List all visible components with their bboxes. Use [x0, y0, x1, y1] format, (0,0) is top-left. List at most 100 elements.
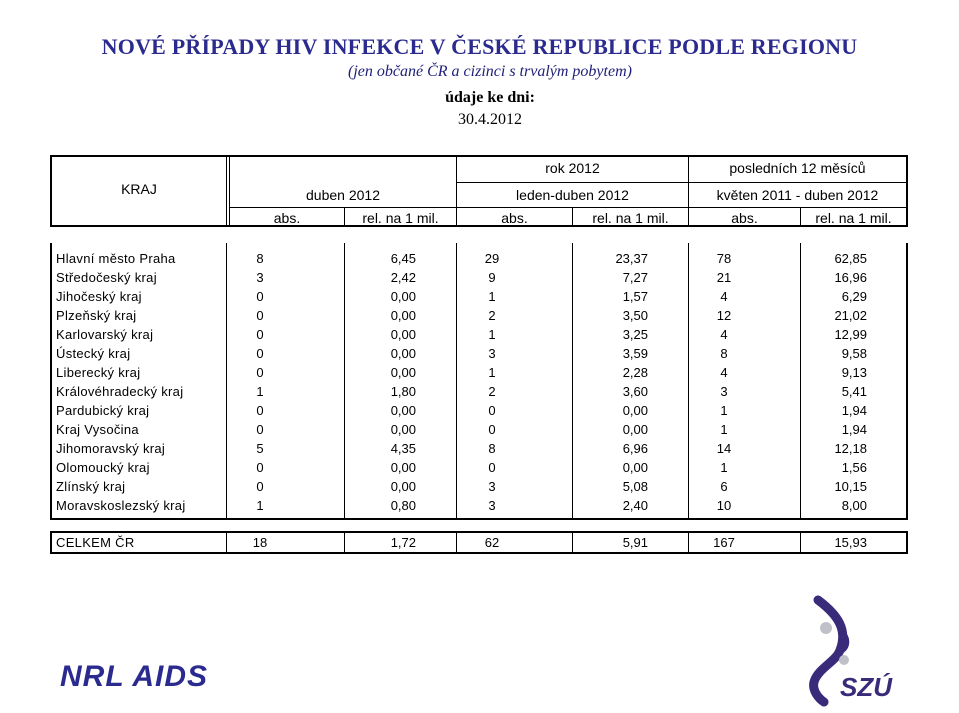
- table-cell: 0,00: [390, 308, 416, 323]
- szu-logo: SZÚ: [778, 590, 908, 708]
- col-header-rel-2: rel. na 1 mil.: [592, 210, 669, 226]
- total-cell: 62: [484, 535, 500, 550]
- table-row: Moravskoslezský kraj 1 0,80 3 2,40 10 8,00: [52, 496, 906, 515]
- table-cell: 9,58: [841, 346, 867, 361]
- table-cell: 0,00: [390, 327, 416, 342]
- total-cell: 15,93: [834, 535, 867, 550]
- table-cell: 9,13: [841, 365, 867, 380]
- table-cell: 12,18: [834, 441, 867, 456]
- table-cell: 3,59: [622, 346, 648, 361]
- table-cell: 0: [488, 422, 496, 437]
- table-cell: 4: [720, 289, 728, 304]
- table-cell: 0: [256, 327, 264, 342]
- table-cell: 1: [256, 384, 264, 399]
- table-cell: 3: [488, 479, 496, 494]
- table-header: KRAJ rok 2012 posledních 12 měsíců duben…: [50, 155, 908, 227]
- table-cell: 1: [720, 403, 728, 418]
- table-cell: 0,80: [390, 498, 416, 513]
- szu-logo-text: SZÚ: [840, 672, 893, 702]
- region-name: Středočeský kraj: [56, 270, 157, 285]
- table-cell: 8: [488, 441, 496, 456]
- table-cell: 8: [256, 251, 264, 266]
- table-row: Jihočeský kraj 0 0,00 1 1,57 4 6,29: [52, 287, 906, 306]
- col-header-abs-3: abs.: [731, 210, 758, 226]
- table-cell: 0,00: [390, 422, 416, 437]
- region-name: Plzeňský kraj: [56, 308, 137, 323]
- region-name: Jihomoravský kraj: [56, 441, 166, 456]
- table-cell: 29: [484, 251, 500, 266]
- table-cell: 21: [716, 270, 732, 285]
- table-cell: 0: [256, 422, 264, 437]
- table-cell: 0,00: [390, 365, 416, 380]
- table-cell: 0: [488, 403, 496, 418]
- region-name: Královéhradecký kraj: [56, 384, 184, 399]
- table-cell: 6,29: [841, 289, 867, 304]
- table-cell: 1,94: [841, 403, 867, 418]
- table-cell: 0: [256, 346, 264, 361]
- table-cell: 3,60: [622, 384, 648, 399]
- table-cell: 14: [716, 441, 732, 456]
- table-cell: 0: [488, 460, 496, 475]
- asof-label: údaje ke dni:: [445, 89, 535, 106]
- group-header-12months: posledních 12 měsíců: [729, 160, 866, 176]
- table-row: Jihomoravský kraj 5 4,35 8 6,96 14 12,18: [52, 439, 906, 458]
- table-cell: 3: [720, 384, 728, 399]
- table-cell: 2: [488, 308, 496, 323]
- table-cell: 3,25: [622, 327, 648, 342]
- region-name: Jihočeský kraj: [56, 289, 142, 304]
- total-cell: 167: [713, 535, 735, 550]
- region-name: Hlavní město Praha: [56, 251, 176, 266]
- table-cell: 0,00: [390, 346, 416, 361]
- table-cell: 21,02: [834, 308, 867, 323]
- table-cell: 8: [720, 346, 728, 361]
- table-cell: 23,37: [615, 251, 648, 266]
- table-cell: 0: [256, 460, 264, 475]
- table-body: Hlavní město Praha 8 6,45 29 23,37 78 62,85 Stř…: [50, 243, 908, 520]
- table-row: Ústecký kraj 0 0,00 3 3,59 8 9,58: [52, 344, 906, 363]
- table-row: Pardubický kraj 0 0,00 0 0,00 1 1,94: [52, 401, 906, 420]
- table-cell: 0,00: [622, 460, 648, 475]
- total-cell: 18: [252, 535, 268, 550]
- table-cell: 0: [256, 479, 264, 494]
- table-cell: 0,00: [390, 460, 416, 475]
- table-cell: 7,27: [622, 270, 648, 285]
- table-row: Kraj Vysočina 0 0,00 0 0,00 1 1,94: [52, 420, 906, 439]
- table-cell: 2: [488, 384, 496, 399]
- table-cell: 8,00: [841, 498, 867, 513]
- table-row: Liberecký kraj 0 0,00 1 2,28 4 9,13: [52, 363, 906, 382]
- table-cell: 1: [256, 498, 264, 513]
- total-cell: 5,91: [622, 535, 648, 550]
- table-cell: 16,96: [834, 270, 867, 285]
- table-row: Zlínský kraj 0 0,00 3 5,08 6 10,15: [52, 477, 906, 496]
- table-cell: 0: [256, 403, 264, 418]
- table-cell: 62,85: [834, 251, 867, 266]
- table-row: Středočeský kraj 3 2,42 9 7,27 21 16,96: [52, 268, 906, 287]
- table-cell: 0,00: [390, 403, 416, 418]
- table-cell: 1,80: [390, 384, 416, 399]
- col-header-rel-3: rel. na 1 mil.: [815, 210, 892, 226]
- period-header-rolling: květen 2011 - duben 2012: [716, 187, 879, 203]
- table-cell: 12,99: [834, 327, 867, 342]
- table-cell: 0,00: [622, 403, 648, 418]
- table-cell: 1,56: [841, 460, 867, 475]
- table-row: Plzeňský kraj 0 0,00 2 3,50 12 21,02: [52, 306, 906, 325]
- table-cell: 2,40: [622, 498, 648, 513]
- table-row: Královéhradecký kraj 1 1,80 2 3,60 3 5,41: [52, 382, 906, 401]
- period-header-ytd: leden-duben 2012: [516, 187, 629, 203]
- table-cell: 12: [716, 308, 732, 323]
- table-cell: 10,15: [834, 479, 867, 494]
- table-cell: 3: [256, 270, 264, 285]
- table-cell: 5: [256, 441, 264, 456]
- col-header-rel-1: rel. na 1 mil.: [362, 210, 439, 226]
- total-label: CELKEM ČR: [56, 535, 135, 550]
- szu-logo-mark: SZÚ: [809, 595, 893, 707]
- table-row: Olomoucký kraj 0 0,00 0 0,00 1 1,56: [52, 458, 906, 477]
- region-name: Olomoucký kraj: [56, 460, 150, 475]
- table-cell: 2,28: [622, 365, 648, 380]
- table-cell: 1: [488, 289, 496, 304]
- table-cell: 4: [720, 365, 728, 380]
- region-name: Liberecký kraj: [56, 365, 141, 380]
- page-title: NOVÉ PŘÍPADY HIV INFEKCE V ČESKÉ REPUBLI…: [101, 34, 858, 59]
- total-row: CELKEM ČR 18 1,72 62 5,91 167 15,93: [50, 531, 908, 554]
- col-header-abs-2: abs.: [501, 210, 528, 226]
